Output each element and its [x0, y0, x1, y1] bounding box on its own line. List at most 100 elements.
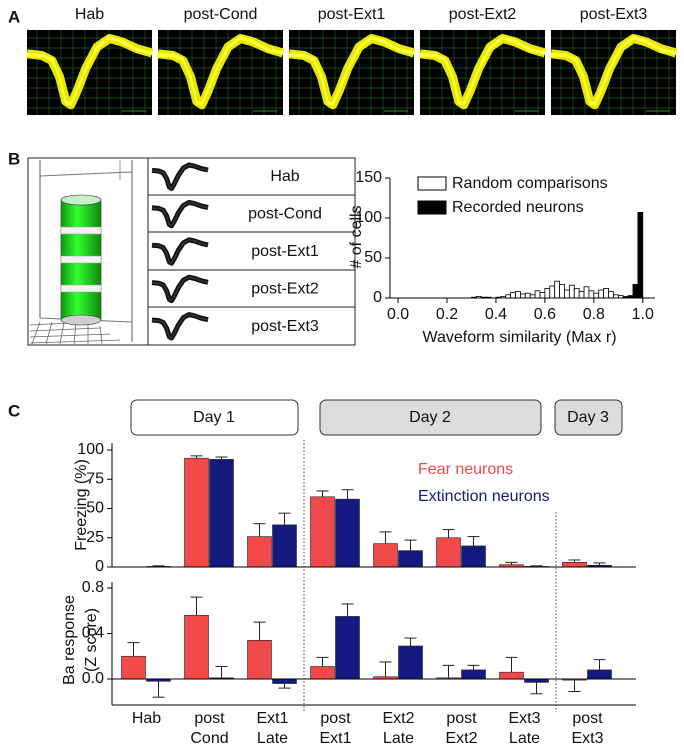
electrode-scene	[27, 157, 149, 346]
x-tick-label: 0.8	[583, 306, 605, 323]
y-tick-label: 0	[373, 289, 382, 306]
bar	[310, 496, 335, 568]
bar	[184, 457, 209, 568]
waveform-image	[157, 30, 285, 115]
error-bar	[530, 682, 543, 695]
histogram-bar	[573, 287, 580, 299]
bar	[121, 655, 146, 680]
image-label: post-Ext1	[318, 6, 386, 23]
error-bar	[316, 490, 329, 497]
image-label: Hab	[75, 6, 104, 23]
error-bar	[568, 559, 581, 563]
error-bar	[152, 681, 165, 698]
bar	[461, 669, 486, 680]
histogram-bar	[549, 285, 556, 299]
error-bar	[593, 659, 606, 670]
row-label: post-Ext2	[251, 280, 319, 297]
error-bar	[467, 536, 480, 546]
error-bar	[341, 603, 354, 617]
x-tick-label: Hab	[132, 710, 161, 727]
y-axis-label: (Z score)	[83, 608, 100, 672]
histogram-bar	[632, 283, 639, 299]
error-bar	[190, 596, 203, 616]
day-box	[319, 399, 542, 436]
error-bar	[341, 489, 354, 500]
error-bar	[215, 456, 228, 460]
bar	[272, 678, 297, 684]
histogram-bar	[588, 290, 595, 299]
x-tick-label: Late	[383, 730, 414, 747]
bar	[247, 640, 272, 680]
legend-label: Fear neurons	[418, 461, 513, 478]
bar	[272, 524, 297, 568]
waveform-thumb	[151, 162, 209, 191]
x-tick-label: Ext3	[571, 730, 603, 747]
histogram-bar	[554, 280, 560, 299]
bar	[335, 498, 360, 568]
x-tick-label: Ext2	[382, 710, 414, 727]
error-bar	[505, 656, 518, 673]
x-tick-label: Ext3	[508, 710, 540, 727]
error-bar	[190, 455, 203, 459]
x-tick-label: Ext1	[319, 730, 351, 747]
error-bar	[379, 531, 392, 544]
x-tick-label: 0.0	[387, 306, 409, 323]
y-tick-label: 25	[86, 529, 104, 546]
histogram-bar	[515, 291, 521, 299]
waveform-trace	[151, 201, 209, 227]
bar	[524, 678, 549, 683]
y-tick-label: 50	[364, 249, 382, 266]
image-label: post-Cond	[184, 6, 258, 23]
waveform-image	[550, 30, 678, 115]
error-bar	[530, 565, 543, 567]
waveform-trace	[151, 313, 209, 339]
legend-swatch	[417, 200, 447, 215]
day-label: Day 1	[193, 409, 235, 426]
histogram-bar	[534, 290, 541, 299]
legend-label: Extinction neurons	[418, 488, 550, 505]
x-tick-label: Cond	[190, 730, 228, 747]
waveform-image	[26, 30, 154, 115]
y-tick-label: 75	[86, 470, 104, 487]
legend-label: Recorded neurons	[452, 199, 584, 216]
panel-label: C	[8, 401, 20, 420]
error-bar	[215, 665, 228, 678]
waveform-trace	[419, 35, 546, 105]
bar	[373, 543, 398, 568]
x-tick-label: post	[320, 710, 351, 727]
histogram-bar	[539, 291, 546, 299]
panel-label: B	[8, 149, 20, 168]
bar	[587, 669, 612, 680]
y-tick-label: 50	[86, 500, 104, 517]
waveform-thumb	[151, 237, 209, 266]
bar	[209, 459, 234, 568]
error-bar	[379, 661, 392, 677]
bar	[335, 616, 360, 680]
x-tick-label: post	[446, 710, 477, 727]
waveform-thumb	[151, 274, 209, 304]
y-tick-label: 100	[77, 441, 104, 458]
error-bar	[127, 642, 140, 657]
x-axis-label: Waveform similarity (Max r)	[422, 329, 616, 346]
day-box	[554, 399, 623, 436]
error-bar	[568, 680, 581, 693]
histogram-bar	[598, 289, 605, 299]
histogram-bar	[608, 291, 614, 299]
waveform-trace	[151, 164, 209, 189]
waveform-trace	[550, 35, 677, 105]
histogram-bar	[568, 284, 575, 299]
x-tick-label: 1.0	[632, 306, 654, 323]
day-label: Day 3	[567, 409, 609, 426]
error-bar	[253, 523, 266, 537]
error-bar	[404, 539, 417, 551]
bar	[398, 550, 423, 568]
x-tick-label: Late	[257, 730, 288, 747]
day-box	[130, 399, 299, 436]
x-tick-label: Late	[509, 730, 540, 747]
error-bar	[467, 664, 480, 670]
bar	[310, 666, 335, 680]
bar	[562, 562, 587, 568]
histogram-bar	[578, 291, 585, 299]
histogram-bar	[544, 287, 551, 299]
